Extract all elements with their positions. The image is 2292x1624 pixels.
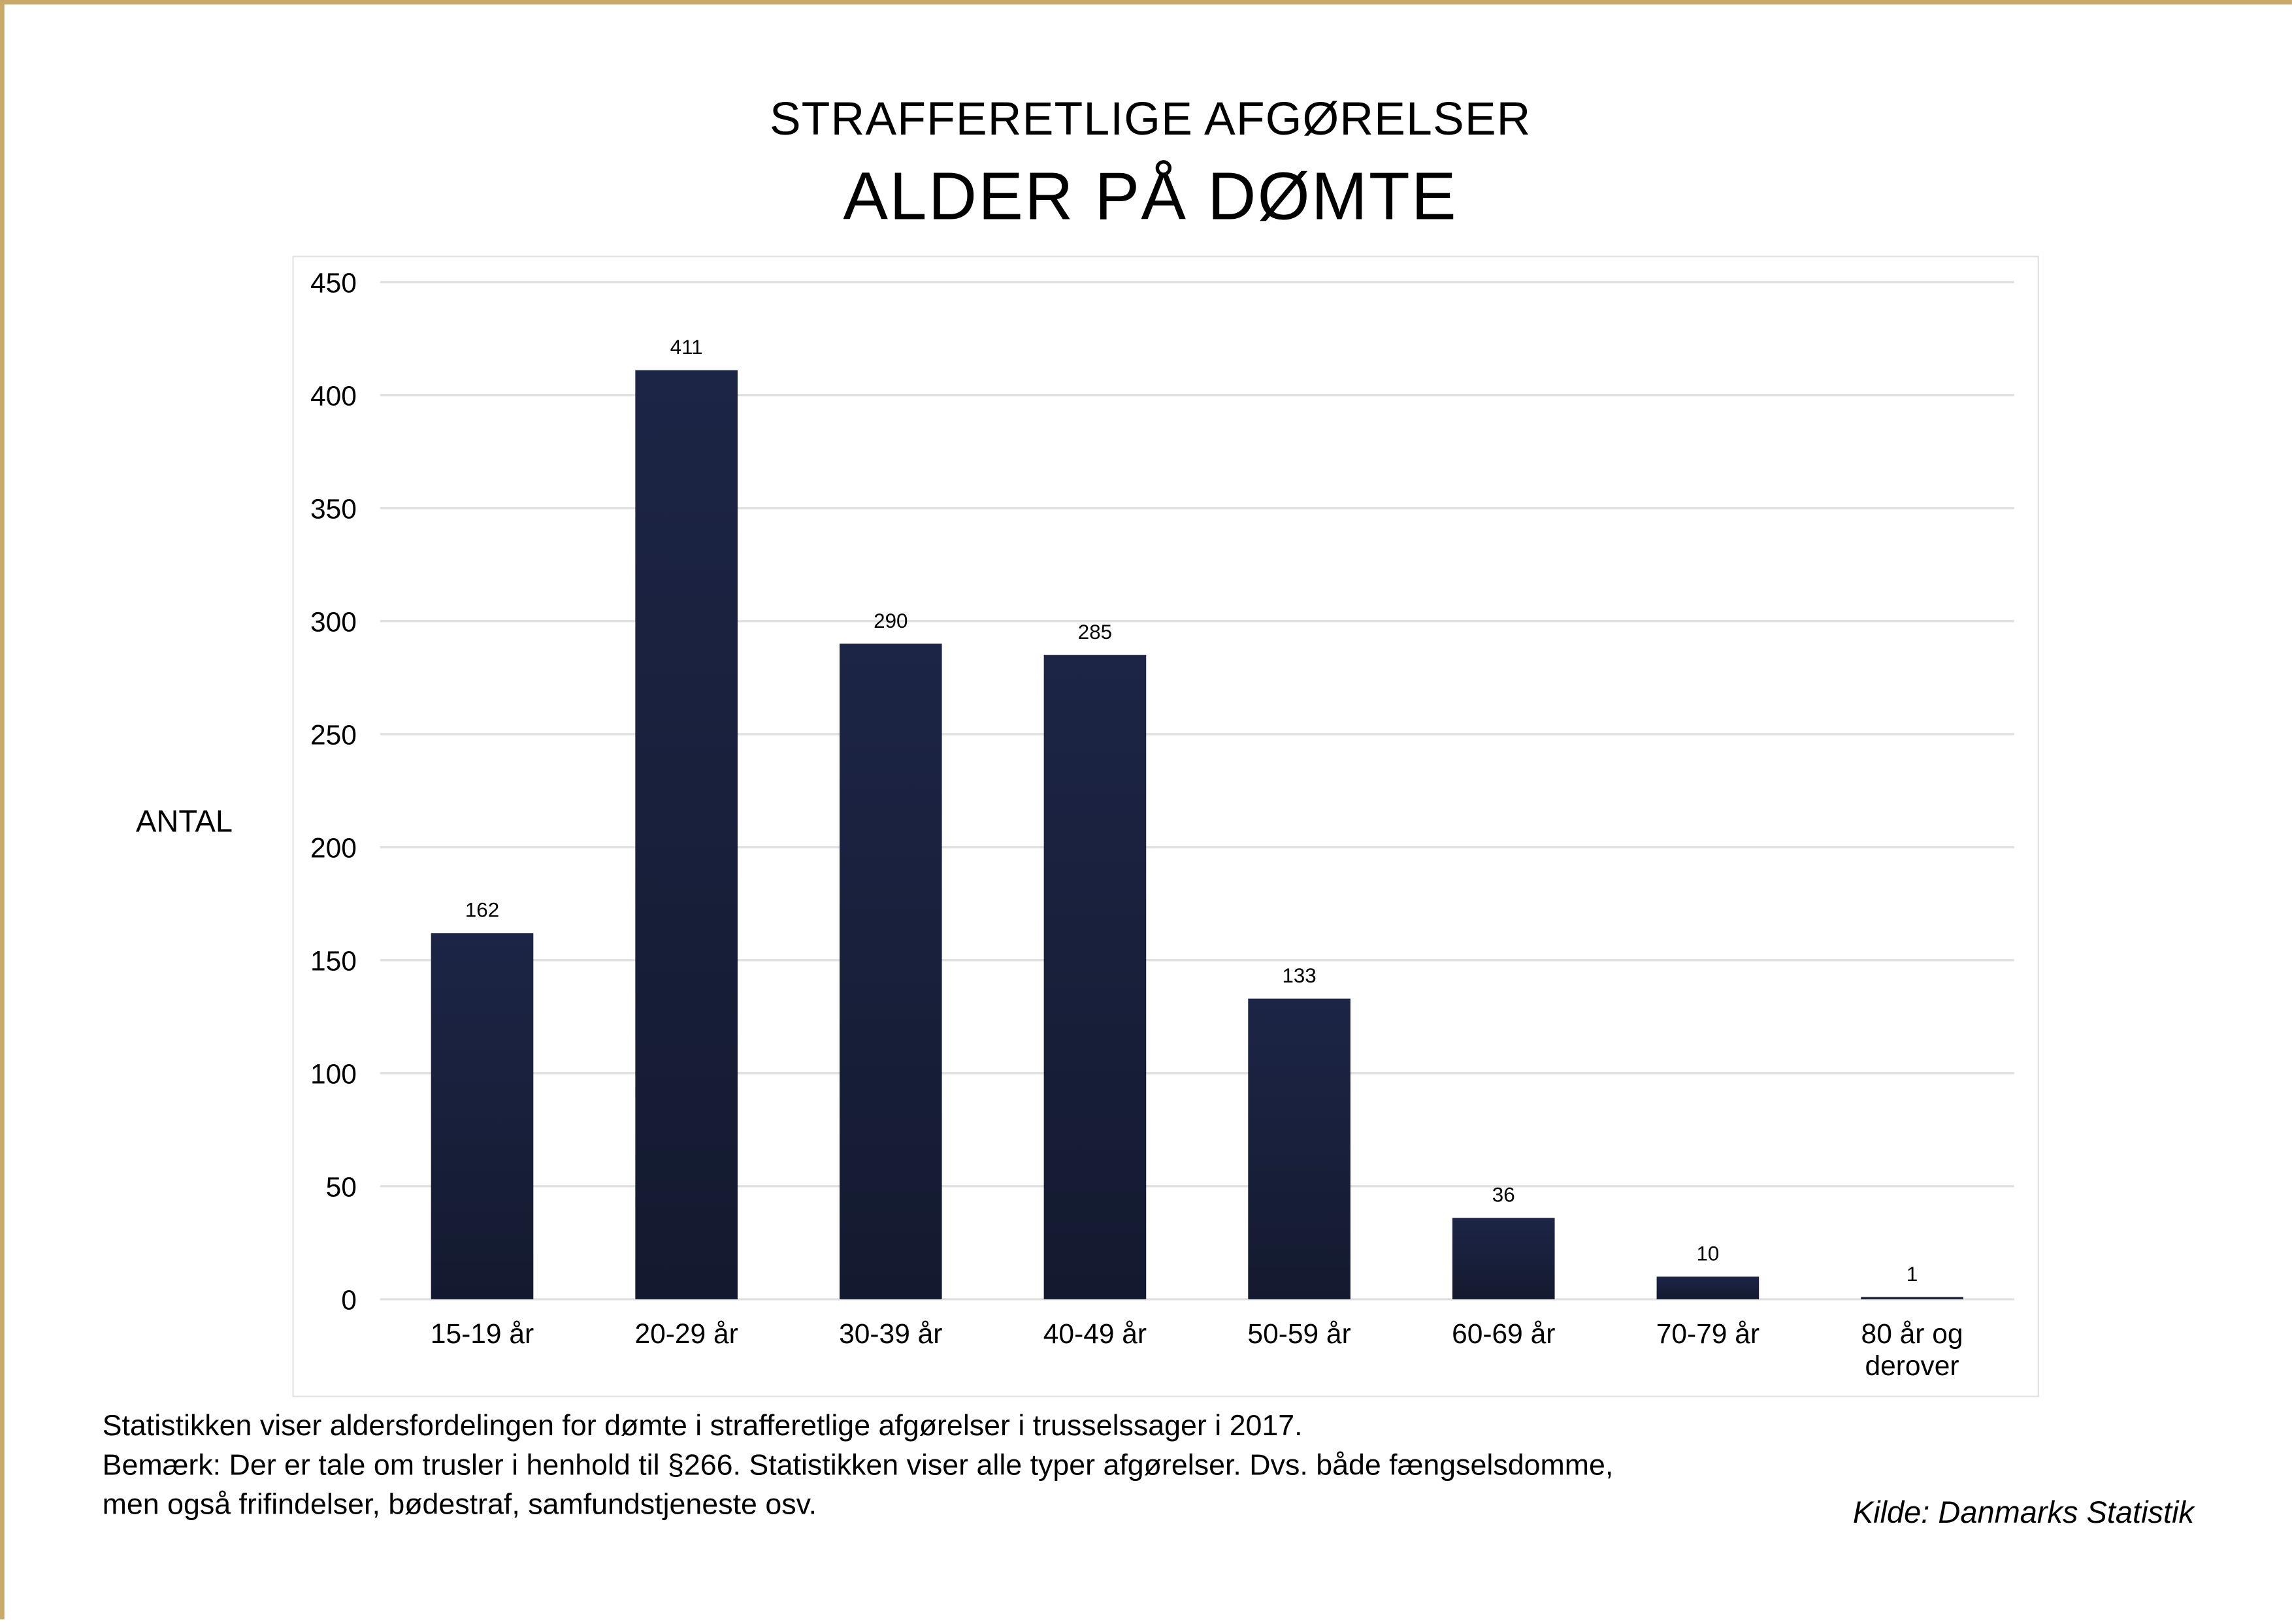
bar (1452, 1218, 1555, 1299)
y-tick-label: 250 (310, 720, 357, 751)
y-tick-label: 450 (310, 268, 357, 299)
footnote: Statistikken viser aldersfordelingen for… (103, 1407, 1614, 1525)
data-label: 1 (1907, 1263, 1918, 1286)
x-tick-label: 80 år og derover (1861, 1319, 1963, 1382)
x-tick-label: 30-39 år (839, 1319, 942, 1350)
data-label: 162 (465, 899, 499, 922)
y-axis-label: ANTAL (136, 805, 233, 839)
chart-frame (292, 255, 2039, 1397)
source-credit: Kilde: Danmarks Statistik (1852, 1496, 2195, 1531)
bar (1248, 998, 1351, 1299)
x-tick-label: 70-79 år (1656, 1319, 1760, 1350)
bar (1656, 1276, 1760, 1299)
bar-chart: 0 50 100 150 200 250 300 350 400 450 162 15-19 år 41… (310, 268, 2014, 1382)
bar (839, 643, 942, 1299)
y-tick-label: 150 (310, 947, 357, 977)
y-tick-label: 0 (341, 1286, 357, 1316)
y-tick-label: 400 (310, 381, 357, 412)
data-label: 133 (1282, 964, 1316, 987)
data-label: 36 (1492, 1184, 1515, 1207)
x-tick-label: 15-19 år (431, 1319, 534, 1350)
data-label: 411 (670, 336, 703, 359)
y-tick-label: 200 (310, 833, 357, 864)
y-tick-label: 100 (310, 1060, 357, 1090)
footnote-line: Statistikken viser aldersfordelingen for… (102, 1410, 1303, 1443)
y-tick-label: 350 (310, 494, 357, 525)
bar (1043, 655, 1147, 1299)
x-tick-label: 40-49 år (1043, 1319, 1147, 1350)
bar (1861, 1297, 1963, 1299)
y-tick-label: 50 (326, 1173, 357, 1203)
bar (431, 933, 534, 1299)
footnote-line: men også frifindelser, bødestraf, samfun… (102, 1489, 817, 1521)
bar (635, 370, 738, 1299)
x-tick-label: 50-59 år (1247, 1319, 1351, 1350)
data-label: 285 (1078, 621, 1112, 643)
chart-title: ALDER PÅ DØMTE (843, 157, 1458, 234)
data-label: 10 (1696, 1242, 1719, 1265)
x-tick-label: 20-29 år (634, 1319, 738, 1350)
x-tick-label: 60-69 år (1452, 1319, 1555, 1350)
data-label: 290 (874, 609, 908, 632)
y-tick-label: 300 (310, 607, 357, 638)
chart-supertitle: STRAFFERETLIGE AFGØRELSER (769, 91, 1531, 145)
footnote-line: Bemærk: Der er tale om trusler i henhold… (102, 1450, 1614, 1482)
